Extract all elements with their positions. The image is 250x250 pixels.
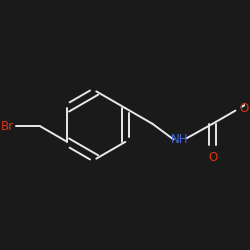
Text: NH: NH [171, 133, 188, 146]
Text: O: O [208, 152, 217, 164]
Text: O: O [239, 102, 248, 115]
Text: Br: Br [0, 120, 14, 133]
